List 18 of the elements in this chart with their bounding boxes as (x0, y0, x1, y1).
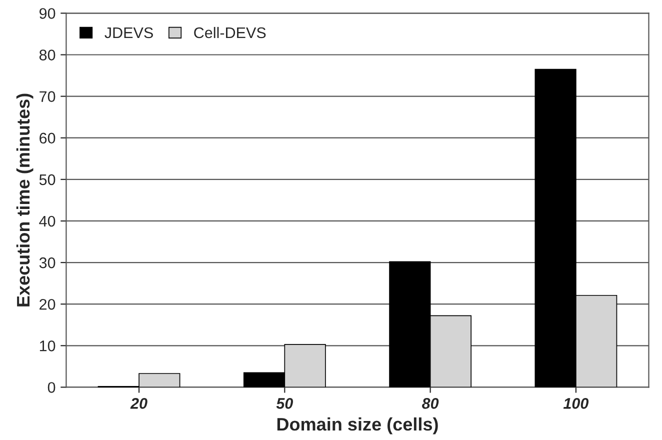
y-tick-label: 60 (40, 132, 56, 144)
y-tick-label: 80 (39, 50, 56, 60)
y-tick-label: 20 (40, 298, 56, 310)
x-tick-label: 100 (563, 398, 589, 409)
y-tick-label: 70 (40, 91, 56, 102)
y-tick-label: 30 (39, 257, 56, 268)
legend-label: Cell-DEVS (194, 26, 266, 38)
y-tick-label: 0 (48, 382, 56, 393)
y-tick-label: 50 (39, 174, 56, 186)
x-tick-label: 20 (130, 398, 148, 409)
x-tick-label: 80 (422, 398, 439, 409)
y-tick-label: 10 (40, 340, 56, 352)
y-tick-label: 40 (39, 216, 56, 227)
y-axis-title: Execution time (minutes) (16, 94, 34, 306)
y-tick-label: 90 (40, 8, 56, 19)
legend-label: JDEVS (104, 27, 153, 38)
x-tick-label: 50 (276, 398, 294, 409)
x-axis-title: Domain size (cells) (277, 417, 438, 434)
